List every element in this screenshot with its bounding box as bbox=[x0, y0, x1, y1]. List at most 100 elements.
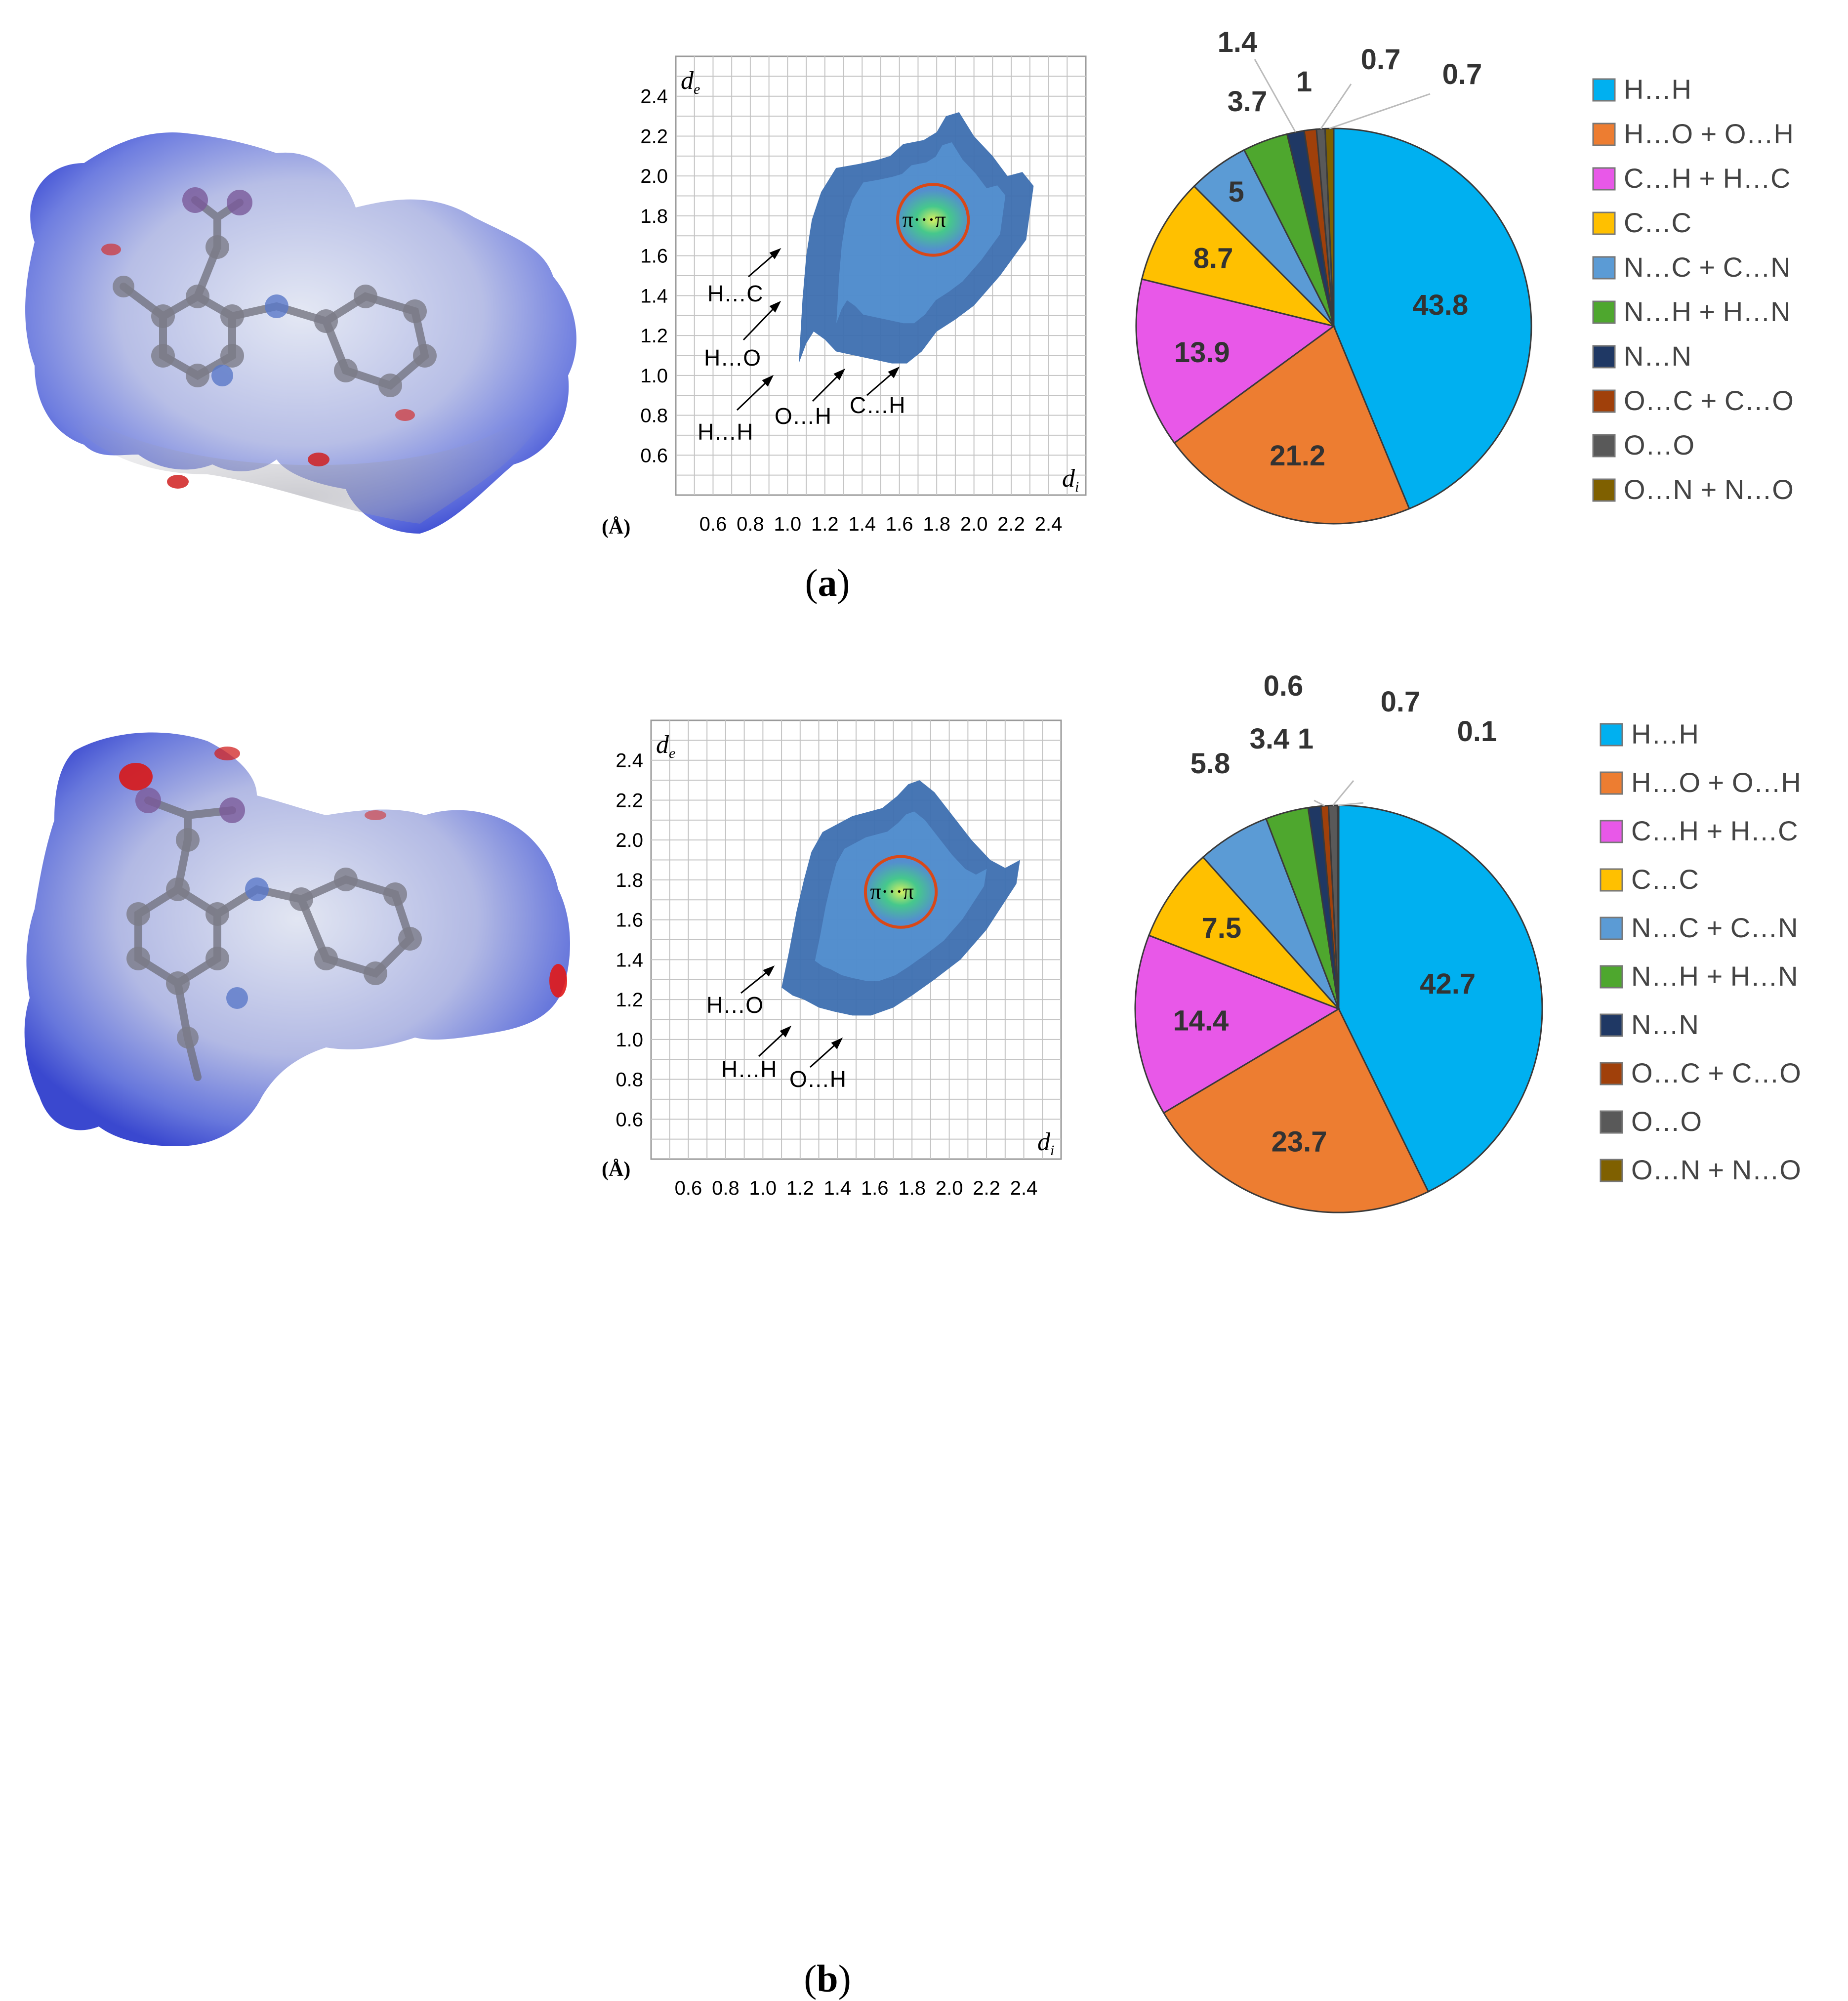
x-tick-label: 2.0 bbox=[936, 1177, 963, 1199]
pie-leader-6 bbox=[1254, 59, 1296, 133]
red-spot-b2 bbox=[214, 747, 240, 760]
y-tick-label: 2.0 bbox=[640, 166, 668, 187]
y-tick-label: 0.8 bbox=[616, 1069, 643, 1091]
red-spot-a3 bbox=[101, 244, 121, 255]
pie-slice-3 bbox=[1141, 185, 1336, 328]
x-tick-label: 1.0 bbox=[749, 1177, 777, 1199]
panel-b-graphics: π···π 0.6 0.8 1.0 1.2 1.4 1.6 1.8 2.0 2.2 2.4 0.6… bbox=[24, 670, 1801, 1213]
molecule-surface-a bbox=[25, 132, 576, 534]
pie-label-0: 42.7 bbox=[1420, 968, 1476, 1000]
pie-leader-8 bbox=[1332, 780, 1355, 806]
y-tick-labels-b: 0.6 0.8 1.0 1.2 1.4 1.6 1.8 2.0 2.2 2.4 bbox=[616, 750, 643, 1131]
legend-swatch-5 bbox=[1600, 965, 1623, 989]
legend-swatch-7 bbox=[1592, 389, 1616, 413]
y-axis-label-a: de bbox=[681, 67, 700, 97]
x-axis-label-a: di bbox=[1062, 464, 1079, 495]
pie-label-6: 1.4 bbox=[1218, 26, 1258, 58]
pie-label-9: 0.1 bbox=[1457, 715, 1497, 748]
pie-slice-2 bbox=[1134, 934, 1341, 1114]
legend-swatch-8 bbox=[1600, 1110, 1623, 1134]
pie-label-2: 13.9 bbox=[1174, 336, 1230, 369]
pie-label-5: 3.4 bbox=[1250, 723, 1290, 755]
y-tick-label: 1.0 bbox=[616, 1029, 643, 1051]
red-spot-a2 bbox=[308, 453, 329, 466]
density-hotspot-a bbox=[896, 190, 970, 250]
pie-slice-3 bbox=[1148, 856, 1340, 1010]
pi-stacking-label-a: π···π bbox=[903, 208, 946, 232]
caption-a: (a) bbox=[805, 561, 850, 604]
panel-a-graphics: π···π 0.6 0.8 1.0 1.2 1.4 1.6 1.8 2.0 2.2 2.4 0.6… bbox=[25, 26, 1794, 539]
legend-swatch-4 bbox=[1600, 917, 1623, 940]
fingerprint-plot-b: π···π 0.6 0.8 1.0 1.2 1.4 1.6 1.8 2.0 2.2 2.4 0.6… bbox=[602, 719, 1062, 1199]
molecule-atoms-b bbox=[126, 828, 422, 1048]
y-tick-label: 2.4 bbox=[616, 750, 643, 772]
annotation-arrows-b bbox=[740, 965, 843, 1068]
annotation-h-h-b: H…H bbox=[721, 1056, 777, 1082]
pie-label-4: 5.8 bbox=[1191, 748, 1231, 780]
x-tick-label: 2.4 bbox=[1010, 1177, 1038, 1199]
legend-label-3: C…C bbox=[1631, 864, 1699, 895]
density-hotspot-b bbox=[863, 862, 938, 922]
legend-swatch-5 bbox=[1592, 300, 1616, 324]
pie-label-8: 0.7 bbox=[1361, 43, 1401, 76]
legend-label-2: C…H + H…C bbox=[1631, 815, 1798, 846]
annotation-h-o-a: H…O bbox=[704, 345, 761, 371]
y-tick-label: 2.4 bbox=[640, 86, 668, 108]
x-tick-label: 2.2 bbox=[997, 513, 1025, 535]
annotation-c-h-a: C…H bbox=[850, 392, 905, 418]
pie-label-8: 0.7 bbox=[1381, 686, 1421, 718]
pie-leader-9 bbox=[1338, 802, 1364, 806]
y-tick-label: 2.2 bbox=[640, 125, 668, 147]
plot-grid-b bbox=[651, 720, 1061, 1159]
pie-slice-1 bbox=[1162, 1007, 1430, 1213]
legend-swatch-8 bbox=[1592, 434, 1616, 458]
x-tick-label: 1.6 bbox=[886, 513, 913, 535]
legend-swatch-3 bbox=[1592, 211, 1616, 235]
pie-label-1: 21.2 bbox=[1270, 440, 1325, 472]
x-tick-label: 1.2 bbox=[811, 513, 839, 535]
pie-label-3: 7.5 bbox=[1202, 912, 1242, 944]
y-tick-label: 1.6 bbox=[616, 910, 643, 931]
fingerprint-plot-a: π···π 0.6 0.8 1.0 1.2 1.4 1.6 1.8 2.0 2.2 2.4 0.6… bbox=[602, 55, 1087, 539]
x-tick-label: 1.8 bbox=[923, 513, 950, 535]
x-tick-label: 1.4 bbox=[823, 1177, 851, 1199]
x-tick-label: 2.2 bbox=[973, 1177, 1000, 1199]
legend-swatch-2 bbox=[1600, 820, 1623, 843]
x-tick-labels-a: 0.6 0.8 1.0 1.2 1.4 1.6 1.8 2.0 2.2 2.4 bbox=[699, 513, 1063, 535]
y-axis-label-b: de bbox=[656, 731, 675, 761]
pie-label-2: 14.4 bbox=[1173, 1004, 1229, 1037]
legend-swatch-7 bbox=[1600, 1062, 1623, 1085]
y-tick-label: 1.0 bbox=[640, 365, 668, 387]
pie-slice-0 bbox=[1333, 127, 1532, 510]
legend-label-9: O…N + N…O bbox=[1624, 474, 1794, 505]
y-tick-label: 1.2 bbox=[640, 325, 668, 347]
legend-label-7: O…C + C…O bbox=[1624, 385, 1794, 416]
plot-grid-a bbox=[676, 56, 1086, 495]
annotation-o-h-b: O…H bbox=[789, 1066, 846, 1092]
legend-label-2: C…H + H…C bbox=[1624, 163, 1791, 194]
x-tick-label: 1.0 bbox=[774, 513, 802, 535]
pie-chart-a: 43.8 21.2 13.9 8.7 5 3.7 1.4 1 0.7 0.7 bbox=[1135, 26, 1532, 525]
pie-label-5: 3.7 bbox=[1228, 85, 1268, 118]
pie-slice-2 bbox=[1135, 278, 1336, 444]
caption-b: (b) bbox=[804, 1957, 851, 2000]
y-tick-label: 1.8 bbox=[616, 870, 643, 891]
unit-label-b: (Å) bbox=[602, 1158, 630, 1181]
pi-stacking-circle-a bbox=[896, 183, 970, 257]
x-tick-label: 1.4 bbox=[848, 513, 876, 535]
x-tick-label: 0.8 bbox=[737, 513, 764, 535]
hirshfeld-surface-b bbox=[24, 732, 570, 1146]
x-axis-label-b: di bbox=[1037, 1128, 1054, 1159]
legend-swatch-2 bbox=[1592, 167, 1616, 191]
y-tick-label: 1.4 bbox=[640, 285, 668, 307]
pie-slice-4 bbox=[1202, 818, 1340, 1009]
pi-stacking-circle-b bbox=[863, 855, 938, 929]
y-tick-label: 0.6 bbox=[616, 1109, 643, 1130]
legend-label-0: H…H bbox=[1631, 718, 1699, 750]
legend-label-7: O…C + C…O bbox=[1631, 1057, 1801, 1088]
red-spot-a4 bbox=[395, 409, 415, 421]
pie-label-3: 8.7 bbox=[1193, 243, 1233, 275]
legend-swatch-6 bbox=[1600, 1013, 1623, 1037]
x-tick-label: 0.6 bbox=[699, 513, 727, 535]
legend-swatch-6 bbox=[1592, 345, 1616, 369]
